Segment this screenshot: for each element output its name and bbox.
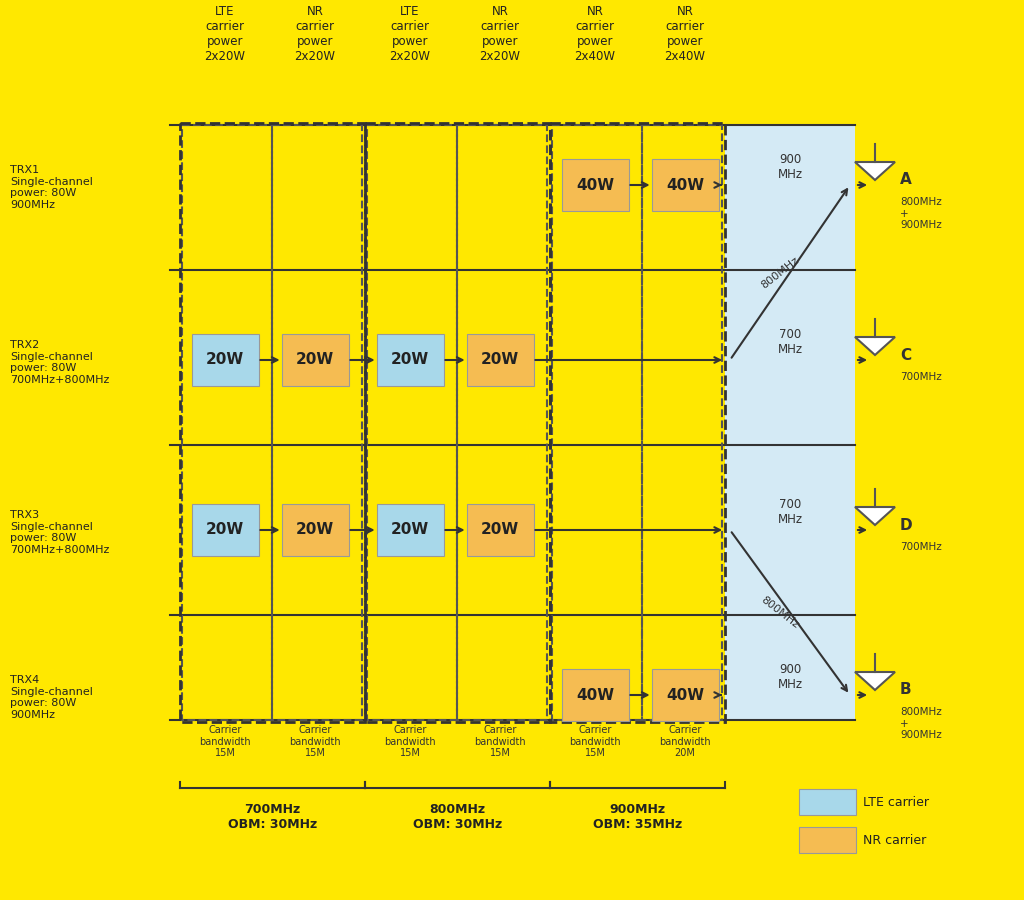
FancyBboxPatch shape (282, 504, 348, 556)
Text: NR
carrier
power
2x20W: NR carrier power 2x20W (479, 5, 520, 63)
Text: 20W: 20W (206, 353, 244, 367)
FancyBboxPatch shape (467, 334, 534, 386)
Text: 20W: 20W (481, 353, 519, 367)
Text: LTE carrier: LTE carrier (863, 796, 929, 808)
Polygon shape (855, 162, 895, 180)
Text: 900MHz
OBM: 35MHz: 900MHz OBM: 35MHz (593, 803, 682, 831)
Text: 20W: 20W (391, 523, 429, 537)
Text: 800MHz
OBM: 30MHz: 800MHz OBM: 30MHz (413, 803, 502, 831)
Text: 700
MHz: 700 MHz (777, 328, 803, 356)
Text: NR carrier: NR carrier (863, 833, 927, 847)
Bar (550, 123, 725, 722)
FancyBboxPatch shape (561, 669, 629, 721)
Text: 40W: 40W (666, 177, 705, 193)
Text: TRX3
Single-channel
power: 80W
700MHz+800MHz: TRX3 Single-channel power: 80W 700MHz+80… (10, 510, 110, 554)
Text: LTE
carrier
power
2x20W: LTE carrier power 2x20W (205, 5, 246, 63)
Text: 40W: 40W (666, 688, 705, 703)
Text: TRX1
Single-channel
power: 80W
900MHz: TRX1 Single-channel power: 80W 900MHz (10, 165, 93, 210)
Text: NR
carrier
power
2x20W: NR carrier power 2x20W (295, 5, 336, 63)
FancyBboxPatch shape (651, 159, 719, 211)
FancyBboxPatch shape (651, 669, 719, 721)
Text: 800MHz
+
900MHz: 800MHz + 900MHz (900, 197, 942, 230)
Text: 800MHz: 800MHz (759, 255, 801, 291)
Text: LTE
carrier
power
2x20W: LTE carrier power 2x20W (389, 5, 430, 63)
Text: 20W: 20W (391, 353, 429, 367)
Polygon shape (855, 507, 895, 525)
Text: 700
MHz: 700 MHz (777, 498, 803, 526)
Text: 40W: 40W (575, 177, 614, 193)
FancyBboxPatch shape (191, 334, 258, 386)
Text: Carrier
bandwidth
15M: Carrier bandwidth 15M (289, 725, 341, 758)
FancyBboxPatch shape (799, 789, 856, 815)
Bar (365, 123, 550, 722)
FancyBboxPatch shape (467, 504, 534, 556)
FancyBboxPatch shape (725, 125, 855, 720)
Bar (642, 125, 722, 720)
Text: A: A (900, 173, 911, 187)
Text: 900
MHz: 900 MHz (777, 153, 803, 181)
Text: 700MHz: 700MHz (900, 542, 942, 552)
FancyBboxPatch shape (191, 504, 258, 556)
Text: 800MHz: 800MHz (759, 595, 801, 630)
Text: Carrier
bandwidth
15M: Carrier bandwidth 15M (474, 725, 525, 758)
FancyBboxPatch shape (561, 159, 629, 211)
Text: 40W: 40W (575, 688, 614, 703)
FancyBboxPatch shape (799, 827, 856, 853)
Text: 20W: 20W (206, 523, 244, 537)
Text: 800MHz
+
900MHz: 800MHz + 900MHz (900, 707, 942, 740)
Text: Carrier
bandwidth
15M: Carrier bandwidth 15M (384, 725, 436, 758)
Text: TRX2
Single-channel
power: 80W
700MHz+800MHz: TRX2 Single-channel power: 80W 700MHz+80… (10, 340, 110, 385)
Bar (367, 125, 457, 720)
Bar (272, 125, 362, 720)
FancyBboxPatch shape (282, 334, 348, 386)
Text: Carrier
bandwidth
15M: Carrier bandwidth 15M (200, 725, 251, 758)
Text: Carrier
bandwidth
20M: Carrier bandwidth 20M (659, 725, 711, 758)
FancyBboxPatch shape (377, 334, 443, 386)
Text: 700MHz: 700MHz (900, 372, 942, 382)
Text: D: D (900, 518, 912, 533)
Polygon shape (855, 337, 895, 355)
Text: B: B (900, 682, 911, 698)
Bar (552, 125, 642, 720)
Text: 700MHz
OBM: 30MHz: 700MHz OBM: 30MHz (228, 803, 317, 831)
Bar (457, 125, 547, 720)
FancyBboxPatch shape (377, 504, 443, 556)
Text: 20W: 20W (481, 523, 519, 537)
Bar (180, 123, 365, 722)
Text: NR
carrier
power
2x40W: NR carrier power 2x40W (665, 5, 706, 63)
Text: 20W: 20W (296, 523, 334, 537)
Text: Carrier
bandwidth
15M: Carrier bandwidth 15M (569, 725, 621, 758)
Bar (182, 125, 272, 720)
Text: TRX4
Single-channel
power: 80W
900MHz: TRX4 Single-channel power: 80W 900MHz (10, 675, 93, 720)
Text: NR
carrier
power
2x40W: NR carrier power 2x40W (574, 5, 615, 63)
Polygon shape (855, 672, 895, 690)
Text: 20W: 20W (296, 353, 334, 367)
Text: 900
MHz: 900 MHz (777, 663, 803, 691)
Text: C: C (900, 347, 911, 363)
